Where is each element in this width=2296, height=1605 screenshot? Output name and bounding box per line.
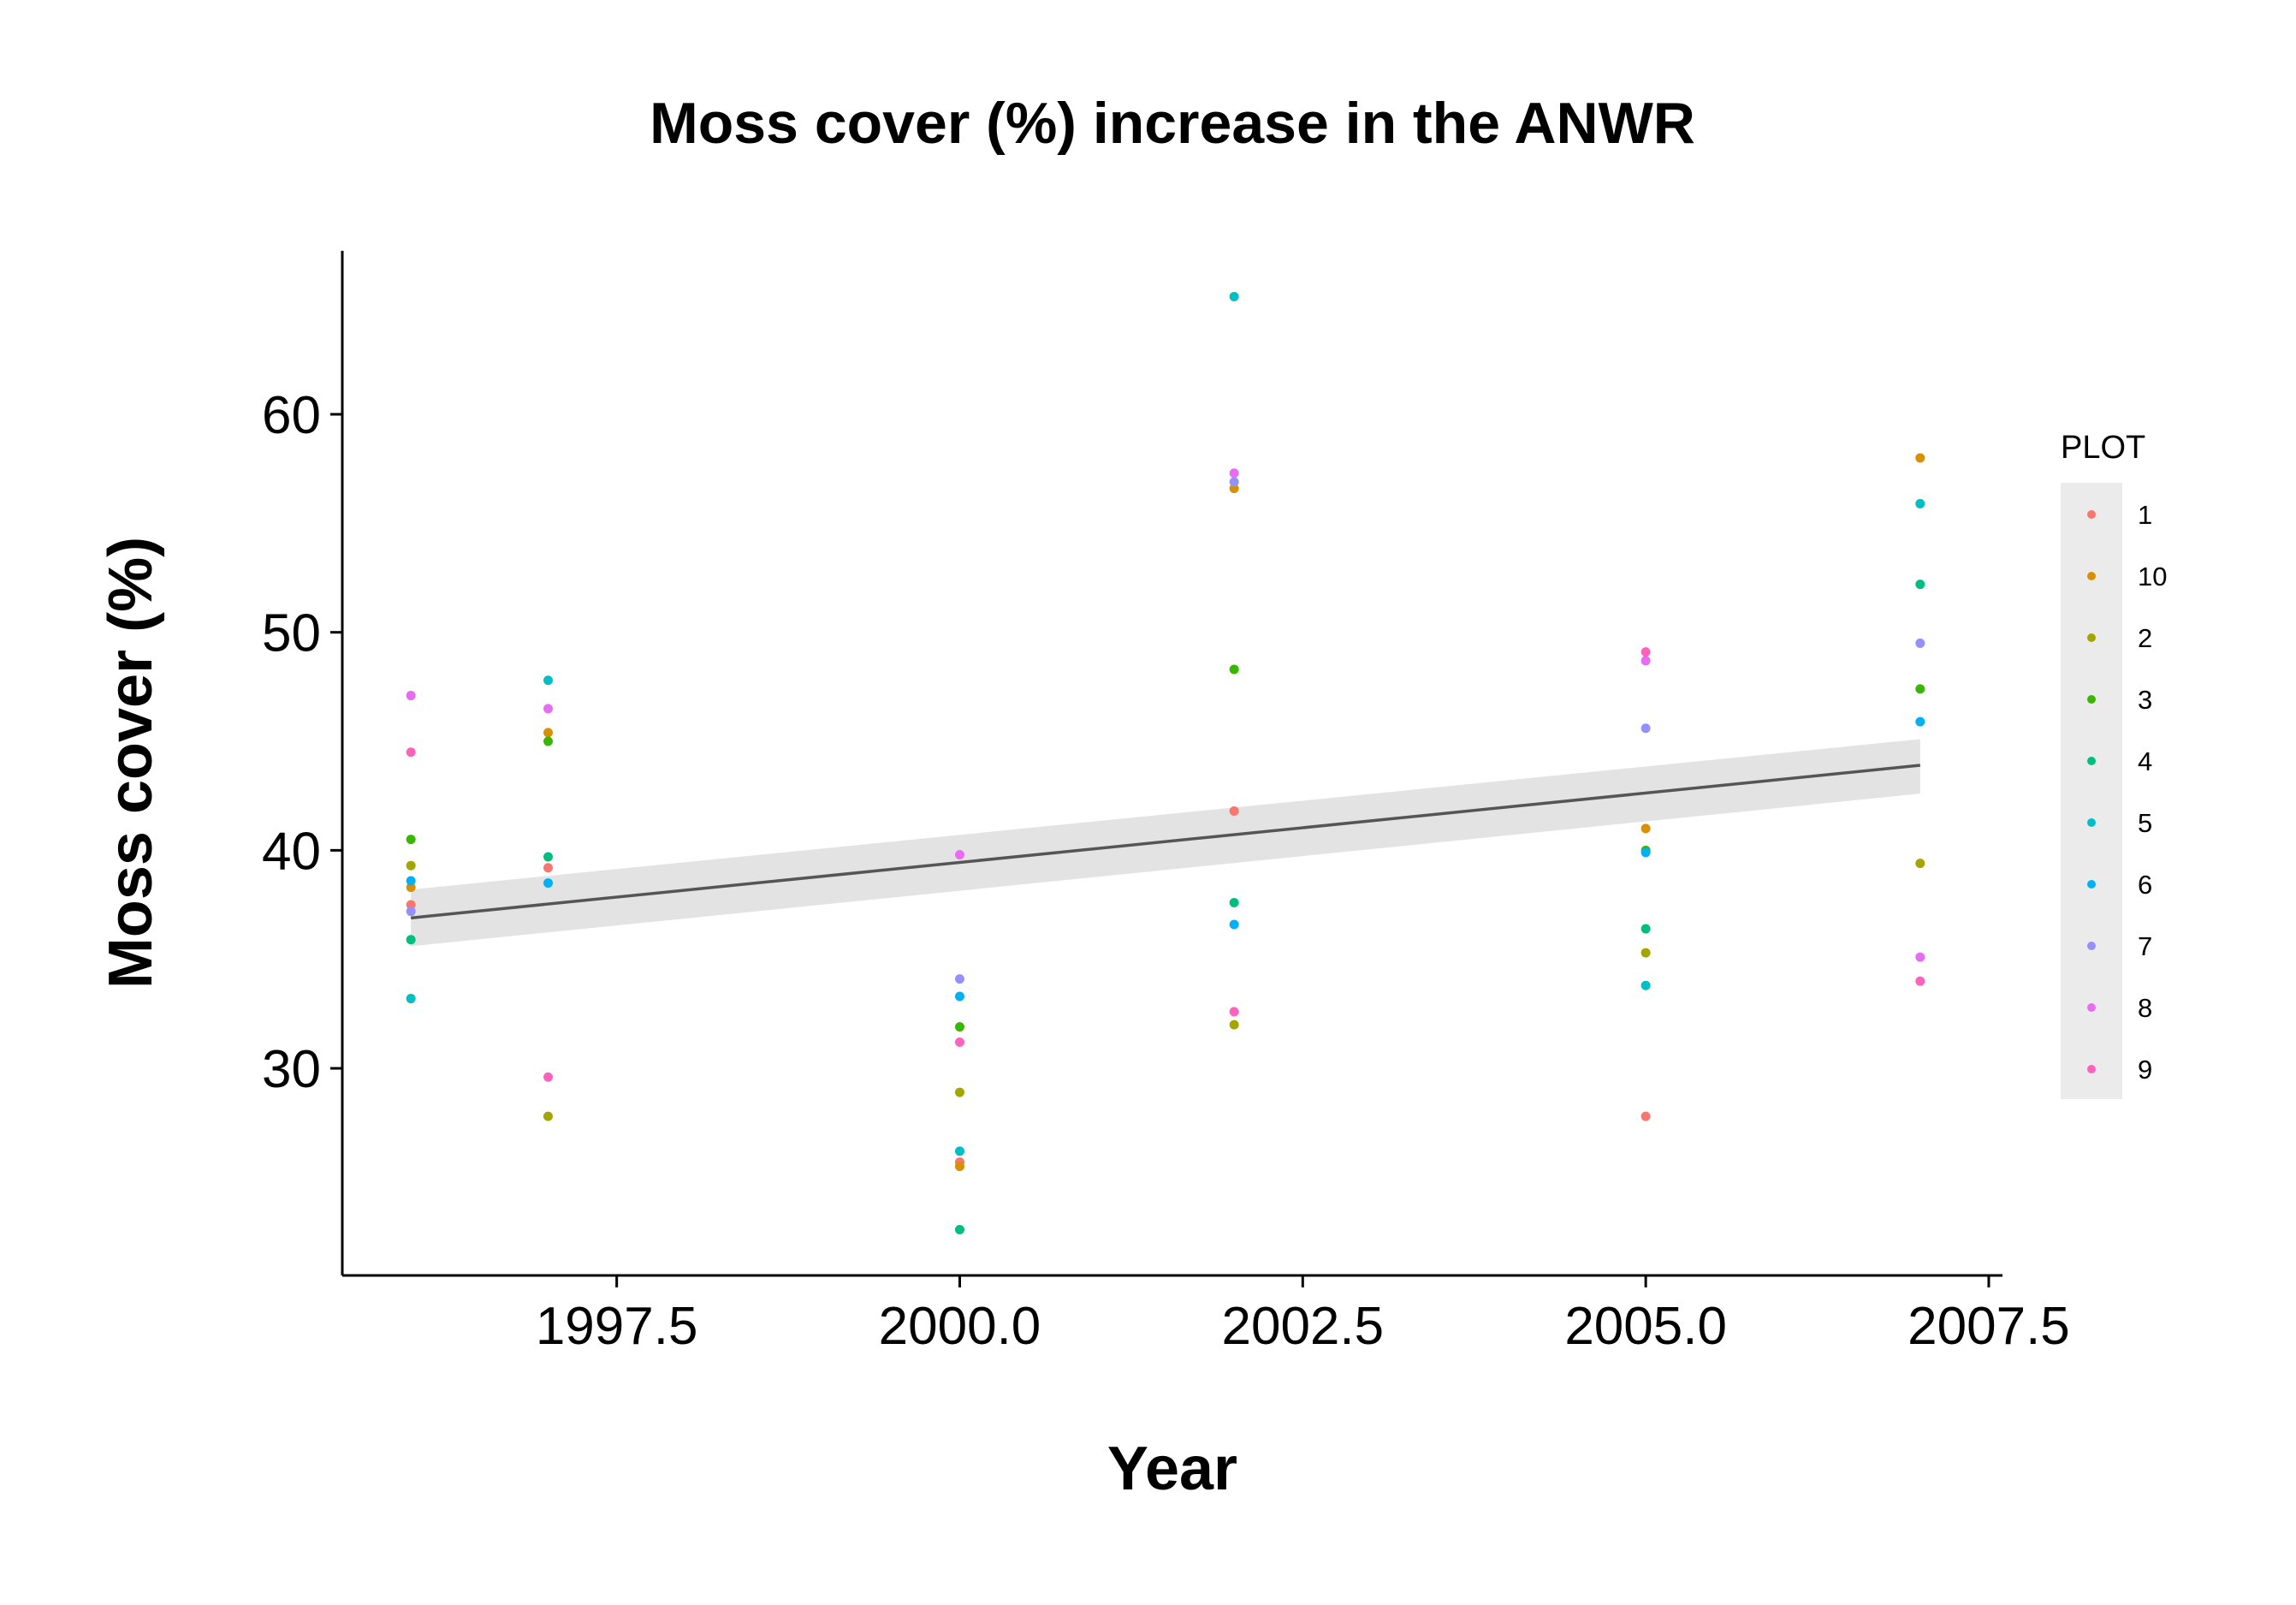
data-point-plot-5 <box>406 994 416 1004</box>
data-point-plot-8 <box>1915 952 1925 962</box>
legend-title: PLOT <box>2061 430 2145 466</box>
data-point-plot-8 <box>543 704 553 714</box>
data-point-plot-9 <box>1915 976 1925 986</box>
legend-label: 9 <box>2138 1055 2152 1085</box>
y-axis-label: Moss cover (%) <box>97 537 165 989</box>
data-point-plot-7 <box>1915 638 1925 648</box>
legend-entries: 1 10 2 3 4 5 6 7 8 9 <box>2087 500 2167 1085</box>
data-point-plot-6 <box>1640 847 1651 858</box>
x-axis-ticks: 1997.5 2000.0 2002.5 2005.0 2007.5 <box>536 1275 2070 1356</box>
x-tick-label: 1997.5 <box>536 1297 698 1356</box>
data-point-plot-10 <box>543 728 553 738</box>
y-tick-label: 40 <box>262 822 321 881</box>
data-point-plot-3 <box>954 1022 964 1032</box>
data-point-plot-6 <box>543 878 553 889</box>
legend-label: 8 <box>2138 993 2152 1023</box>
chart-title: Moss cover (%) increase in the ANWR <box>650 91 1695 156</box>
data-point-plot-3 <box>543 736 553 746</box>
data-point-plot-1 <box>1640 1111 1651 1121</box>
legend-label: 5 <box>2138 808 2152 838</box>
data-point-plot-1 <box>1229 806 1239 817</box>
data-point-plot-1 <box>406 900 416 910</box>
data-point-plot-9 <box>1229 1007 1239 1017</box>
data-point-plot-4 <box>406 935 416 945</box>
data-point-plot-4 <box>1915 580 1925 590</box>
legend-key-plot-4 <box>2087 757 2096 765</box>
data-point-plot-5 <box>954 1146 964 1156</box>
data-point-plot-7 <box>1229 477 1239 487</box>
data-point-plot-6 <box>954 991 964 1002</box>
data-point-plot-6 <box>1229 919 1239 930</box>
data-point-plot-4 <box>543 852 553 862</box>
x-tick-label: 2007.5 <box>1907 1297 2070 1356</box>
legend-label: 2 <box>2138 623 2152 653</box>
legend-key-plot-8 <box>2087 1003 2096 1012</box>
data-point-plot-5 <box>1640 980 1651 990</box>
y-tick-label: 30 <box>262 1040 321 1099</box>
data-point-plot-5 <box>1229 291 1239 301</box>
data-point-plot-9 <box>406 747 416 758</box>
legend-label: 3 <box>2138 685 2152 715</box>
data-point-plot-10 <box>954 1162 964 1172</box>
data-point-plot-1 <box>543 863 553 873</box>
x-tick-label: 2002.5 <box>1221 1297 1384 1356</box>
legend-label: 10 <box>2138 562 2167 591</box>
y-tick-label: 50 <box>262 604 321 663</box>
data-points <box>406 291 1925 1235</box>
x-axis-label: Year <box>1107 1435 1237 1503</box>
data-point-plot-8 <box>1229 468 1239 479</box>
y-axis-ticks: 30 40 50 60 <box>262 386 342 1099</box>
x-tick-label: 2005.0 <box>1564 1297 1727 1356</box>
data-point-plot-2 <box>1915 859 1925 869</box>
x-tick-label: 2000.0 <box>879 1297 1041 1356</box>
data-point-plot-2 <box>954 1087 964 1097</box>
data-point-plot-9 <box>954 1037 964 1047</box>
legend-key-plot-6 <box>2087 880 2096 889</box>
data-point-plot-2 <box>406 860 416 871</box>
data-point-plot-6 <box>1915 716 1925 727</box>
data-point-plot-3 <box>406 835 416 845</box>
data-point-plot-4 <box>1229 897 1239 907</box>
data-point-plot-4 <box>954 1225 964 1235</box>
legend-key-plot-2 <box>2087 633 2096 642</box>
data-point-plot-10 <box>1640 823 1651 834</box>
legend: PLOT 1 10 2 3 4 5 6 7 8 9 <box>2061 430 2167 1099</box>
data-point-plot-7 <box>406 907 416 917</box>
legend-key-plot-1 <box>2087 510 2096 519</box>
data-point-plot-10 <box>1229 484 1239 494</box>
data-point-plot-8 <box>1640 656 1651 666</box>
legend-label: 4 <box>2138 746 2152 776</box>
legend-key-plot-7 <box>2087 942 2096 950</box>
legend-label: 6 <box>2138 870 2152 900</box>
data-point-plot-9 <box>543 1072 553 1082</box>
regression-line <box>410 764 1920 920</box>
data-point-plot-5 <box>1915 498 1925 508</box>
data-point-plot-10 <box>1915 453 1925 463</box>
data-point-plot-4 <box>1640 924 1651 934</box>
data-point-plot-5 <box>543 675 553 686</box>
legend-key-background <box>2061 483 2122 1099</box>
data-point-plot-2 <box>1640 948 1651 958</box>
legend-key-plot-9 <box>2087 1065 2096 1073</box>
data-point-plot-3 <box>1915 684 1925 694</box>
data-point-plot-2 <box>1229 1019 1239 1030</box>
data-point-plot-8 <box>406 691 416 701</box>
legend-label: 1 <box>2138 500 2152 530</box>
data-point-plot-9 <box>1640 647 1651 657</box>
legend-key-plot-3 <box>2087 695 2096 704</box>
legend-key-plot-5 <box>2087 818 2096 827</box>
data-point-plot-7 <box>954 974 964 984</box>
data-point-plot-3 <box>1229 664 1239 675</box>
legend-key-plot-10 <box>2087 572 2096 580</box>
y-tick-label: 60 <box>262 386 321 445</box>
data-point-plot-8 <box>954 849 964 859</box>
data-point-plot-10 <box>406 883 416 893</box>
data-point-plot-7 <box>1640 723 1651 734</box>
trend-line <box>410 764 1920 920</box>
legend-label: 7 <box>2138 931 2152 961</box>
data-point-plot-6 <box>406 876 416 886</box>
data-point-plot-2 <box>543 1111 553 1121</box>
